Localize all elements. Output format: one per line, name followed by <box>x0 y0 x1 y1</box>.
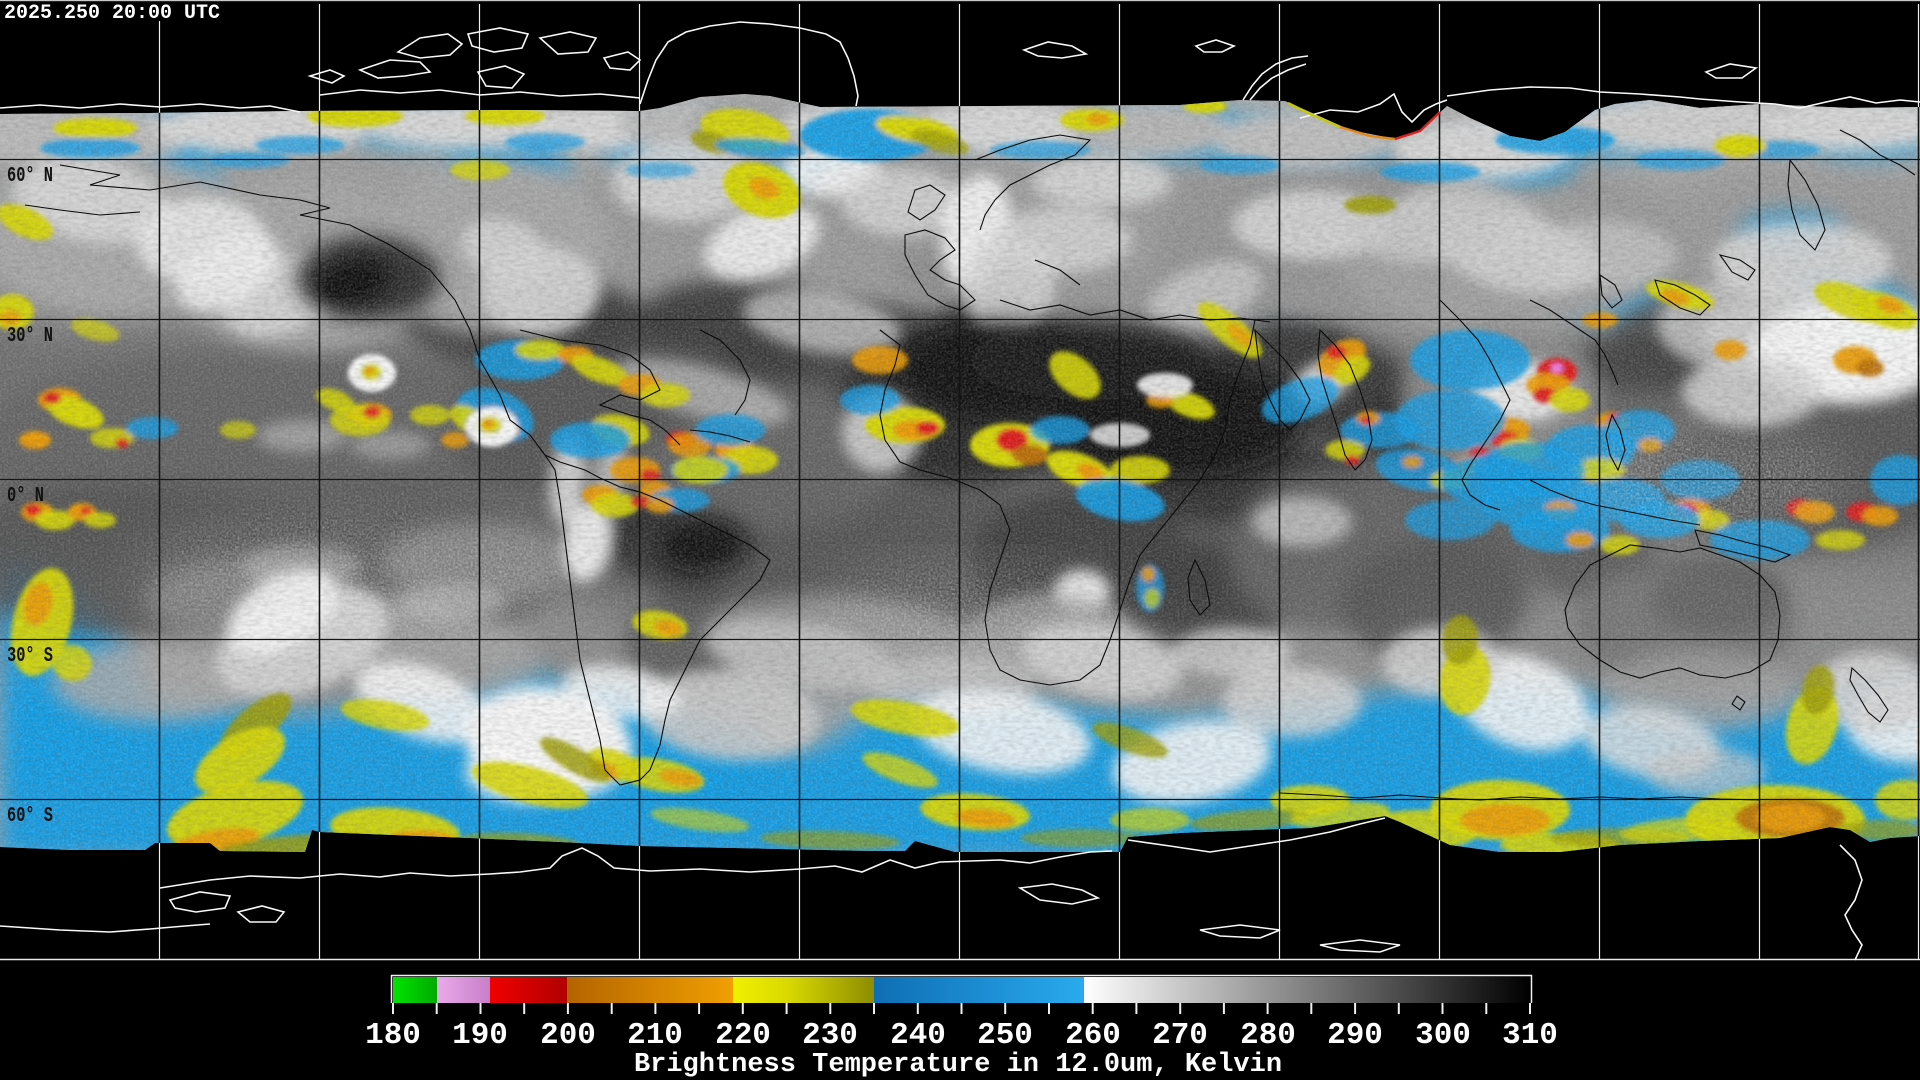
svg-text:60° S: 60° S <box>7 805 53 828</box>
svg-text:230: 230 <box>802 1018 858 1053</box>
svg-text:60° N: 60° N <box>7 165 53 188</box>
svg-text:200: 200 <box>540 1018 596 1053</box>
svg-text:280: 280 <box>1240 1018 1296 1053</box>
svg-text:2025.250 20:00 UTC: 2025.250 20:00 UTC <box>4 2 220 25</box>
svg-text:190: 190 <box>452 1018 508 1053</box>
svg-text:290: 290 <box>1327 1018 1383 1053</box>
svg-text:180: 180 <box>365 1018 421 1053</box>
svg-text:240: 240 <box>890 1018 946 1053</box>
svg-text:30° N: 30° N <box>7 325 53 348</box>
svg-text:260: 260 <box>1065 1018 1121 1053</box>
svg-text:Brightness Temperature in 12.0: Brightness Temperature in 12.0um, Kelvin <box>634 1050 1282 1080</box>
svg-text:220: 220 <box>715 1018 771 1053</box>
svg-text:310: 310 <box>1502 1018 1558 1053</box>
svg-text:0° N: 0° N <box>7 485 44 508</box>
svg-text:210: 210 <box>627 1018 683 1053</box>
svg-text:270: 270 <box>1152 1018 1208 1053</box>
svg-text:30° S: 30° S <box>7 645 53 668</box>
svg-text:300: 300 <box>1415 1018 1471 1053</box>
svg-text:250: 250 <box>977 1018 1033 1053</box>
